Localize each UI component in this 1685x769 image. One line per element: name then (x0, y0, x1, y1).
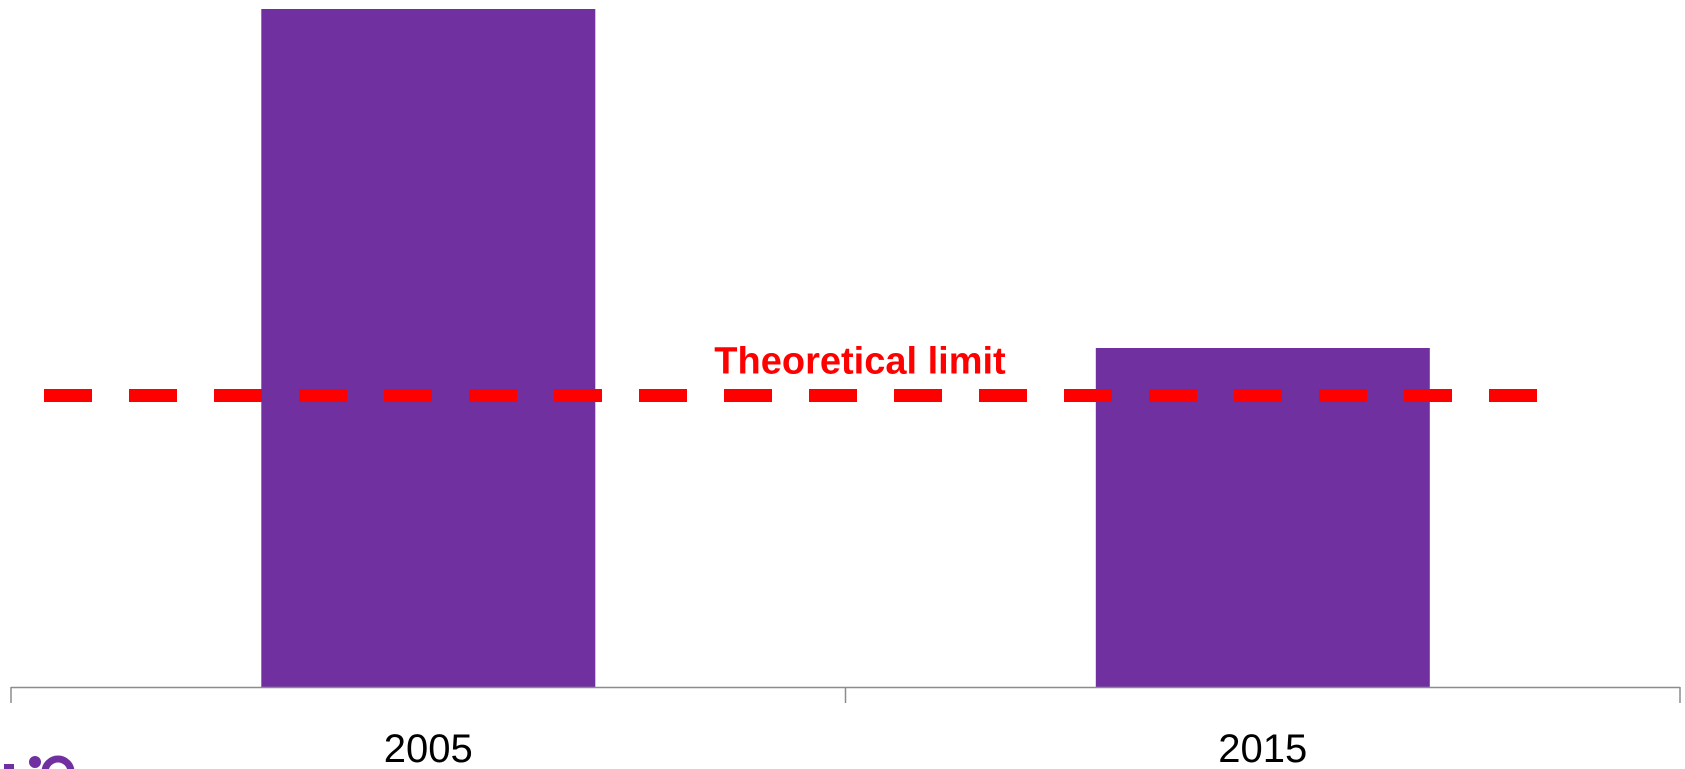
bars-group (261, 9, 1430, 687)
x-tick-label-2005: 2005 (384, 727, 473, 769)
x-tick-labels: 2005 2015 (384, 727, 1307, 769)
x-tick-label-2015: 2015 (1218, 727, 1307, 769)
bar-2005 (261, 9, 596, 687)
logo (0, 748, 80, 769)
bar-2015 (1095, 348, 1430, 687)
logo-mark-icon (4, 755, 75, 769)
theoretical-limit-label: Theoretical limit (714, 341, 1006, 383)
x-axis (10, 686, 1681, 703)
